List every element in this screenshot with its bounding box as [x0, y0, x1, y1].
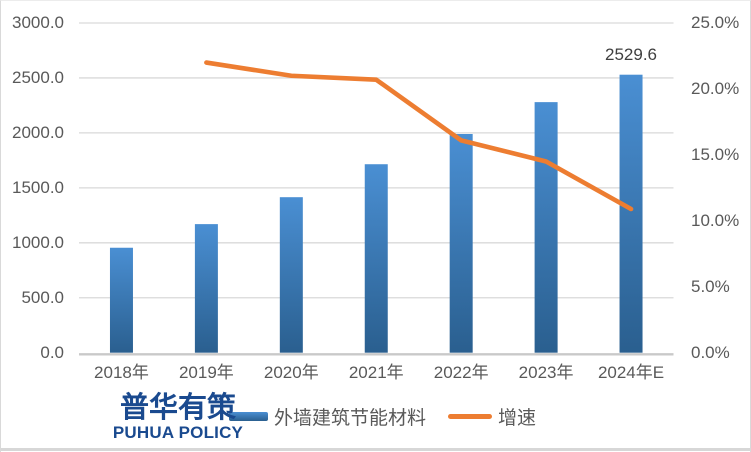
x-axis-label: 2023年 [518, 363, 574, 382]
legend-line-marker [448, 413, 493, 419]
logo-cn-text: 普华有策 [119, 392, 236, 424]
y-axis-right-tick: 10.0% [691, 210, 740, 230]
y-axis-right-tick: 15.0% [691, 144, 740, 164]
legend-bar-label: 外墙建筑节能材料 [274, 407, 427, 429]
logo: 普华有策 PUHUA POLICY [108, 392, 248, 442]
x-axis-label: 2021年 [348, 363, 404, 382]
bar-2022年 [449, 133, 473, 353]
y-axis-right-tick: 5.0% [691, 276, 730, 296]
y-axis-left-tick: 2000.0 [12, 122, 64, 142]
bar-2021年 [364, 164, 388, 353]
legend-bar-marker [229, 411, 268, 421]
bar-2018年 [109, 247, 133, 353]
legend: 外墙建筑节能材料 增速 [229, 405, 537, 429]
x-axis-label: 2022年 [433, 363, 489, 382]
x-axis-label: 2020年 [263, 363, 319, 382]
y-axis-left-tick: 2500.0 [12, 67, 64, 87]
legend-line-label: 增速 [498, 407, 537, 429]
growth-line [204, 60, 634, 212]
y-axis-left-tick: 1000.0 [12, 232, 64, 252]
x-axis-label: 2018年 [94, 363, 149, 382]
bar-2023年 [534, 102, 558, 353]
bar-data-label: 2529.6 [605, 45, 657, 64]
y-axis-left-tick: 0.0 [40, 342, 64, 362]
bar-2024年E [619, 74, 643, 353]
x-axis-label: 2024年E [597, 363, 665, 382]
y-axis-right-tick: 25.0% [691, 13, 740, 32]
y-axis-left-tick: 500.0 [21, 287, 64, 307]
y-axis-right-tick: 20.0% [691, 78, 740, 98]
logo-en-text: PUHUA POLICY [112, 423, 244, 442]
bottom-divider [1, 448, 750, 451]
bar-2019年 [194, 224, 218, 353]
y-axis-right-tick: 0.0% [691, 342, 730, 362]
y-axis-left-tick: 1500.0 [12, 177, 64, 197]
bar-2020年 [279, 197, 303, 353]
y-axis-left-tick: 3000.0 [12, 13, 64, 32]
x-axis-label: 2019年 [178, 363, 234, 382]
